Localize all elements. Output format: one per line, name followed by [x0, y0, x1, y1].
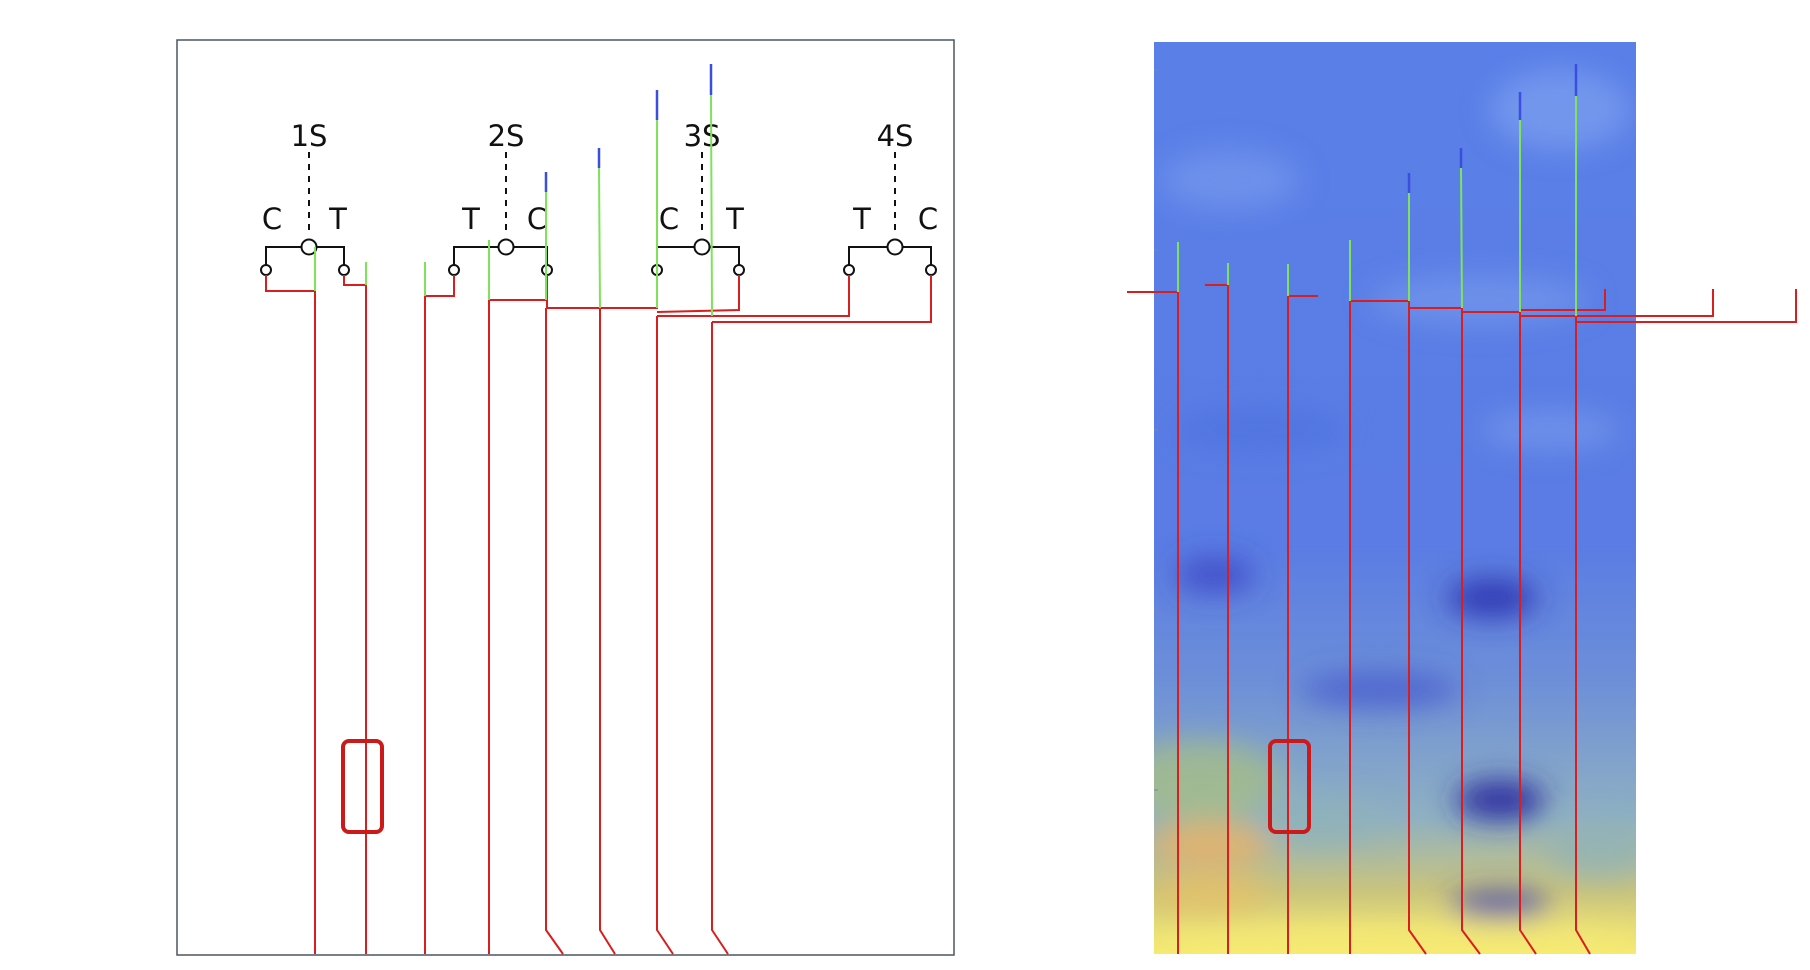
left-green-segments [314, 94, 713, 317]
trace-9 [1576, 289, 1714, 317]
trace-5 [1409, 307, 1481, 955]
highlight-box [341, 739, 384, 834]
trace-10 [656, 316, 674, 955]
green-segment [1460, 167, 1463, 309]
trace-11 [712, 275, 932, 323]
site-2s-schematic [448, 152, 553, 276]
trace-7 [599, 308, 616, 955]
terminal-icon [843, 264, 855, 276]
junction-icon [300, 238, 318, 256]
trace-7 [1520, 315, 1591, 955]
terminal-icon [925, 264, 937, 276]
green-segment [598, 167, 601, 309]
trace-6 [1462, 311, 1537, 955]
site-4s-right-label: C [918, 202, 938, 236]
site-4s-schematic [843, 152, 937, 276]
site-schematics [260, 152, 937, 276]
trace-6 [545, 308, 564, 955]
highlight-box [1268, 739, 1311, 834]
site-labels: 1S C T 2S T C 3S C T 4S T C [262, 119, 938, 236]
site-1s-left-label: C [262, 202, 282, 236]
left-panel: 1S C T 2S T C 3S C T 4S T C [176, 39, 955, 956]
site-4s-name: 4S [877, 119, 914, 153]
site-4s-left-label: T [852, 202, 871, 236]
terminal-icon [260, 264, 272, 276]
trace-1 [265, 275, 316, 954]
trace-10 [1576, 289, 1797, 323]
terminal-icon [448, 264, 460, 276]
right-green-segments [1177, 96, 1577, 316]
left-red-traces [265, 275, 932, 955]
junction-icon [693, 238, 711, 256]
trace-3 [424, 275, 455, 954]
site-3s-left-label: C [659, 202, 679, 236]
terminal-icon [733, 264, 745, 276]
site-3s-name: 3S [684, 119, 721, 153]
trace-8 [1520, 289, 1606, 311]
site-2s-right-label: C [527, 202, 547, 236]
site-1s-name: 1S [291, 119, 328, 153]
trace-2 [343, 275, 367, 954]
trace-12 [711, 322, 729, 955]
junction-icon [497, 238, 515, 256]
green-segment [710, 94, 713, 317]
terminal-icon [338, 264, 350, 276]
site-3s-right-label: T [725, 202, 744, 236]
heatmap [1154, 42, 1636, 954]
right-red-traces [1127, 284, 1797, 955]
site-2s-name: 2S [488, 119, 525, 153]
heatmap-axis-ticks [1154, 69, 1158, 791]
left-blue-tips [544, 64, 713, 192]
right-blue-tips [1407, 64, 1578, 193]
site-1s-right-label: T [328, 202, 347, 236]
junction-icon [886, 238, 904, 256]
site-1s-schematic [260, 152, 350, 276]
site-2s-left-label: T [461, 202, 480, 236]
trace-9 [657, 275, 850, 317]
trace-8 [656, 275, 740, 313]
right-panel [1127, 42, 1797, 955]
left-panel-border [176, 39, 955, 956]
